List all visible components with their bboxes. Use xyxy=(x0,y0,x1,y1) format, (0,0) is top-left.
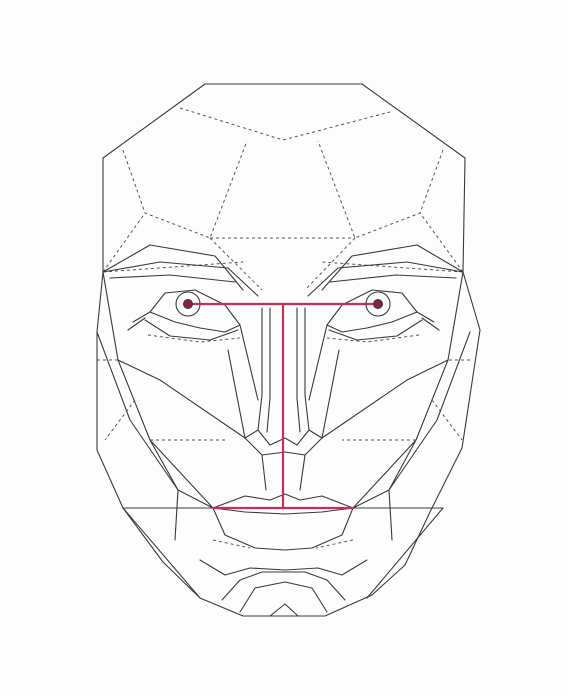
chin-outer xyxy=(199,559,368,576)
left-cheek-dashed xyxy=(97,359,225,441)
upper-lip xyxy=(212,493,354,509)
forehead-facet-line xyxy=(419,212,464,273)
forehead-facet-line xyxy=(102,261,464,273)
right-eye-outline xyxy=(326,289,418,333)
right-pupil-dot xyxy=(373,299,383,309)
left-brow xyxy=(102,244,259,297)
right-eye-lower-lid xyxy=(328,319,423,341)
nostril-lines xyxy=(261,454,306,491)
chin-dashed xyxy=(212,539,354,549)
left-cheek-lines xyxy=(96,271,246,509)
head-contour xyxy=(96,83,481,617)
left-pupil-dot xyxy=(183,299,193,309)
nose-bridge-right xyxy=(304,307,310,431)
chin-middle xyxy=(221,571,346,601)
right-under-eye-dashed xyxy=(326,334,420,343)
nose-tip xyxy=(244,429,323,456)
cheek-nose-left xyxy=(227,324,259,439)
mouth-structure xyxy=(212,493,354,551)
lower-lip xyxy=(212,507,354,551)
chin-inner xyxy=(239,581,328,613)
forehead-facet-line xyxy=(317,140,444,239)
left-under-eye-dashed xyxy=(147,334,241,343)
brow-lines xyxy=(102,244,464,297)
left-eye-outline xyxy=(149,289,241,333)
head-outline xyxy=(96,83,481,617)
right-eye-corner xyxy=(416,311,440,331)
left-eye-corner xyxy=(127,311,151,331)
nose-bridge-right-inner xyxy=(296,307,301,433)
forehead-facet-line xyxy=(122,140,248,239)
proportion-measure-lines xyxy=(183,299,383,510)
chin-structure xyxy=(199,539,368,617)
nose-bridge-left-inner xyxy=(266,307,271,433)
right-jaw-lines xyxy=(352,439,444,599)
cheek-facets xyxy=(96,271,471,599)
cheek-nose-right xyxy=(308,324,340,439)
lip-line xyxy=(212,507,354,515)
forehead-facet-line xyxy=(102,212,146,273)
right-cheek-lines xyxy=(321,271,471,509)
nose-structure xyxy=(227,307,340,491)
forehead-facet-line xyxy=(209,237,356,291)
forehead-facet-line xyxy=(179,107,391,141)
nose-bridge-left xyxy=(257,307,263,431)
left-eye-lower-lid xyxy=(144,319,239,341)
forehead-facets xyxy=(102,107,464,291)
chin-tip xyxy=(269,603,299,617)
left-jaw-lines xyxy=(122,439,214,599)
right-brow xyxy=(307,244,464,297)
right-cheek-dashed xyxy=(342,359,470,441)
